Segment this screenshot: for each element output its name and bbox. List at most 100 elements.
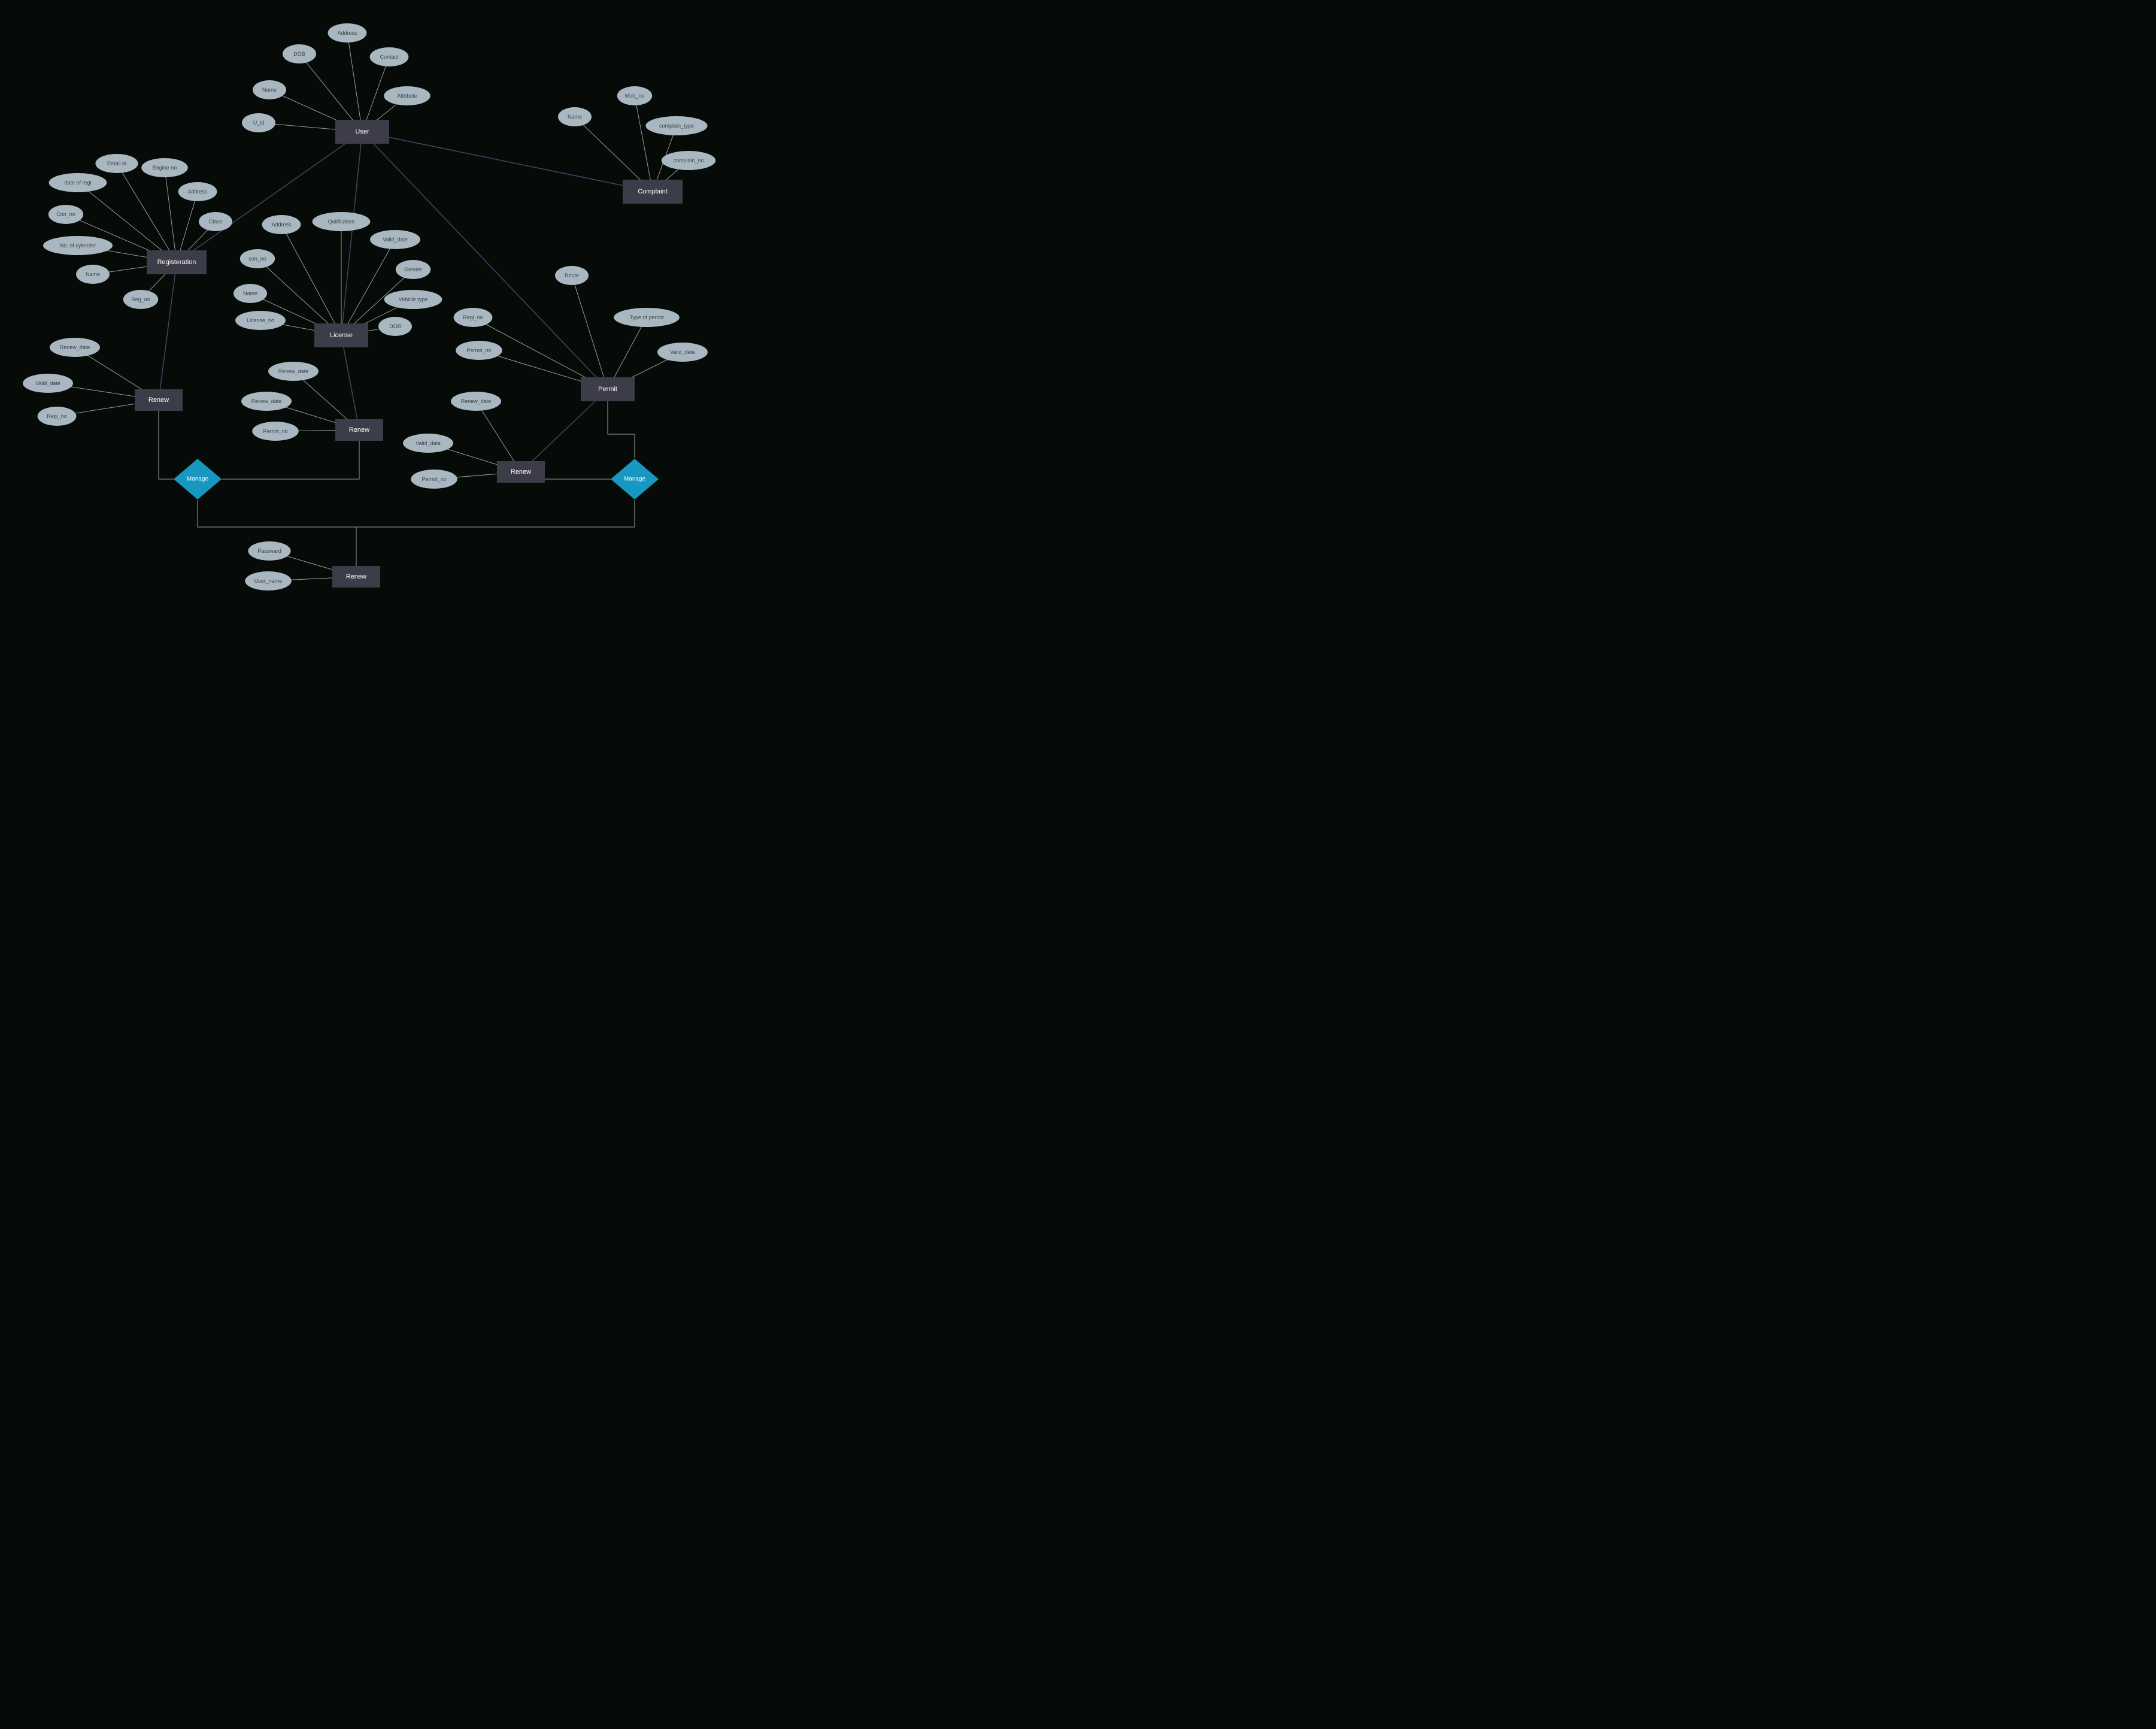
attribute-label: Renew_date bbox=[461, 398, 492, 404]
attribute-ellipse: Name bbox=[253, 80, 286, 99]
attribute-label: Route bbox=[565, 272, 579, 278]
attribute-ellipse: Engine no bbox=[141, 158, 188, 177]
attribute-ellipse: User_name bbox=[245, 571, 292, 591]
attribute-ellipse: Type of permit bbox=[614, 308, 680, 327]
entity-rect: Renew bbox=[497, 461, 545, 483]
attribute-label: User_name bbox=[254, 578, 283, 584]
attribute-ellipse: Name bbox=[76, 265, 110, 284]
entity-label: License bbox=[330, 332, 353, 339]
attribute-ellipse: DOB bbox=[378, 317, 412, 336]
attribute-ellipse: Valid_date bbox=[657, 343, 708, 362]
entity-label: Renew bbox=[346, 573, 366, 580]
attribute-label: Valid_date bbox=[35, 380, 60, 386]
attribute-ellipse: Name bbox=[558, 107, 592, 126]
attribute-label: Valid_date bbox=[670, 349, 695, 355]
attribute-label: Renew_date bbox=[60, 344, 90, 350]
attribute-ellipse: Mob_no bbox=[617, 86, 652, 105]
attribute-label: Name bbox=[568, 114, 582, 120]
attribute-ellipse: License_no bbox=[235, 311, 286, 330]
attribute-ellipse: Gender bbox=[396, 260, 430, 279]
attribute-ellipse: Valid_date bbox=[403, 434, 453, 453]
attribute-ellipse: Name bbox=[234, 284, 267, 303]
attribute-ellipse: complain_no bbox=[662, 151, 715, 170]
attribute-ellipse: Renew_date bbox=[268, 362, 319, 381]
attribute-ellipse: Reg_no bbox=[123, 290, 158, 309]
attribute-label: U_id bbox=[253, 120, 265, 126]
entity-rect: Registeration bbox=[147, 250, 207, 274]
attribute-label: Address bbox=[187, 189, 208, 195]
attribute-label: Email id bbox=[107, 161, 126, 166]
attribute-label: Valid_date bbox=[383, 237, 408, 243]
attribute-label: complain_type bbox=[659, 123, 694, 129]
attribute-label: Renew_date bbox=[251, 398, 282, 404]
attribute-ellipse: Permit_no bbox=[411, 470, 457, 489]
attribute-ellipse: Regi_no bbox=[454, 308, 493, 327]
attribute-label: Name bbox=[262, 87, 277, 93]
attribute-label: Class bbox=[209, 219, 223, 225]
attribute-ellipse: Qulification bbox=[313, 212, 371, 231]
attribute-ellipse: Email id bbox=[95, 154, 138, 173]
relationship-diamond: Manage bbox=[174, 459, 222, 499]
entity-label: User bbox=[355, 128, 369, 135]
attribute-label: Passward bbox=[257, 548, 281, 554]
entity-label: Permit bbox=[598, 386, 617, 393]
entity-rect: Complaint bbox=[623, 180, 683, 204]
attribute-label: Reg_no bbox=[131, 296, 150, 302]
attribute-ellipse: Passward bbox=[248, 541, 290, 561]
attribute-label: Address bbox=[271, 222, 292, 228]
entity-label: Renew bbox=[349, 426, 369, 434]
attribute-ellipse: Permit_no bbox=[252, 422, 299, 441]
attribute-label: Renew_date bbox=[278, 368, 309, 374]
entity-rect: User bbox=[335, 120, 389, 144]
attribute-label: Mob_no bbox=[625, 93, 645, 99]
attribute-ellipse: Permit_no bbox=[456, 341, 502, 360]
entity-label: Renew bbox=[511, 468, 531, 476]
entity-rect: Renew bbox=[332, 566, 380, 588]
attribute-ellipse: Con_no bbox=[48, 205, 83, 224]
attribute-label: Regi_no bbox=[463, 314, 483, 320]
attribute-label: Con_no bbox=[56, 211, 75, 217]
attribute-label: Vehicle type bbox=[399, 296, 428, 302]
attribute-label: DOB bbox=[293, 51, 305, 57]
attribute-label: Qulification bbox=[328, 219, 355, 225]
entity-label: Renew bbox=[148, 396, 169, 404]
attribute-ellipse: Regi_no bbox=[38, 407, 77, 426]
attribute-ellipse: con_no bbox=[240, 249, 275, 268]
attribute-label: Attribute bbox=[397, 93, 417, 99]
attribute-ellipse: Renew_date bbox=[451, 392, 501, 411]
relationship-label: Manage bbox=[624, 476, 646, 483]
entity-rect: Renew bbox=[135, 389, 183, 411]
attribute-ellipse: Address bbox=[328, 23, 367, 43]
attribute-label: Name bbox=[86, 271, 100, 277]
attribute-label: con_no bbox=[248, 256, 266, 262]
er-diagram: U_id Name DOB Address Contact Attribute Reg_no… bbox=[0, 0, 748, 599]
attribute-label: DOB bbox=[389, 323, 401, 329]
attribute-ellipse: Valid_date bbox=[23, 374, 73, 393]
attribute-ellipse: Address bbox=[178, 182, 217, 201]
entity-rect: License bbox=[314, 323, 368, 347]
attribute-ellipse: complain_type bbox=[645, 116, 707, 135]
attribute-label: License_no bbox=[247, 317, 274, 323]
attribute-ellipse: Renew_date bbox=[241, 392, 292, 411]
relationship-label: Manage bbox=[187, 476, 209, 483]
attribute-label: Gender bbox=[404, 267, 422, 272]
attribute-ellipse: Renew_date bbox=[50, 338, 100, 357]
attribute-ellipse: Class bbox=[199, 212, 232, 231]
attribute-ellipse: Route bbox=[555, 266, 589, 285]
attribute-ellipse: Contact bbox=[370, 47, 409, 66]
attribute-ellipse: Valid_date bbox=[370, 230, 420, 249]
attribute-label: Permit_no bbox=[263, 428, 287, 434]
entity-label: Registeration bbox=[157, 259, 196, 266]
attribute-label: Name bbox=[243, 290, 257, 296]
attribute-label: Address bbox=[337, 30, 357, 36]
entity-label: Complaint bbox=[638, 188, 668, 195]
relationship-diamond: Manage bbox=[611, 459, 659, 499]
attribute-label: Permit_no bbox=[422, 476, 446, 482]
entity-rect: Renew bbox=[335, 419, 383, 441]
attribute-label: Type of permit bbox=[629, 314, 664, 320]
attribute-label: Permit_no bbox=[466, 347, 491, 353]
attribute-ellipse: Vehicle type bbox=[384, 290, 442, 309]
attribute-label: complain_no bbox=[673, 158, 703, 163]
attribute-ellipse: No. of cylender bbox=[43, 236, 113, 255]
attribute-label: date of regi bbox=[64, 180, 91, 186]
